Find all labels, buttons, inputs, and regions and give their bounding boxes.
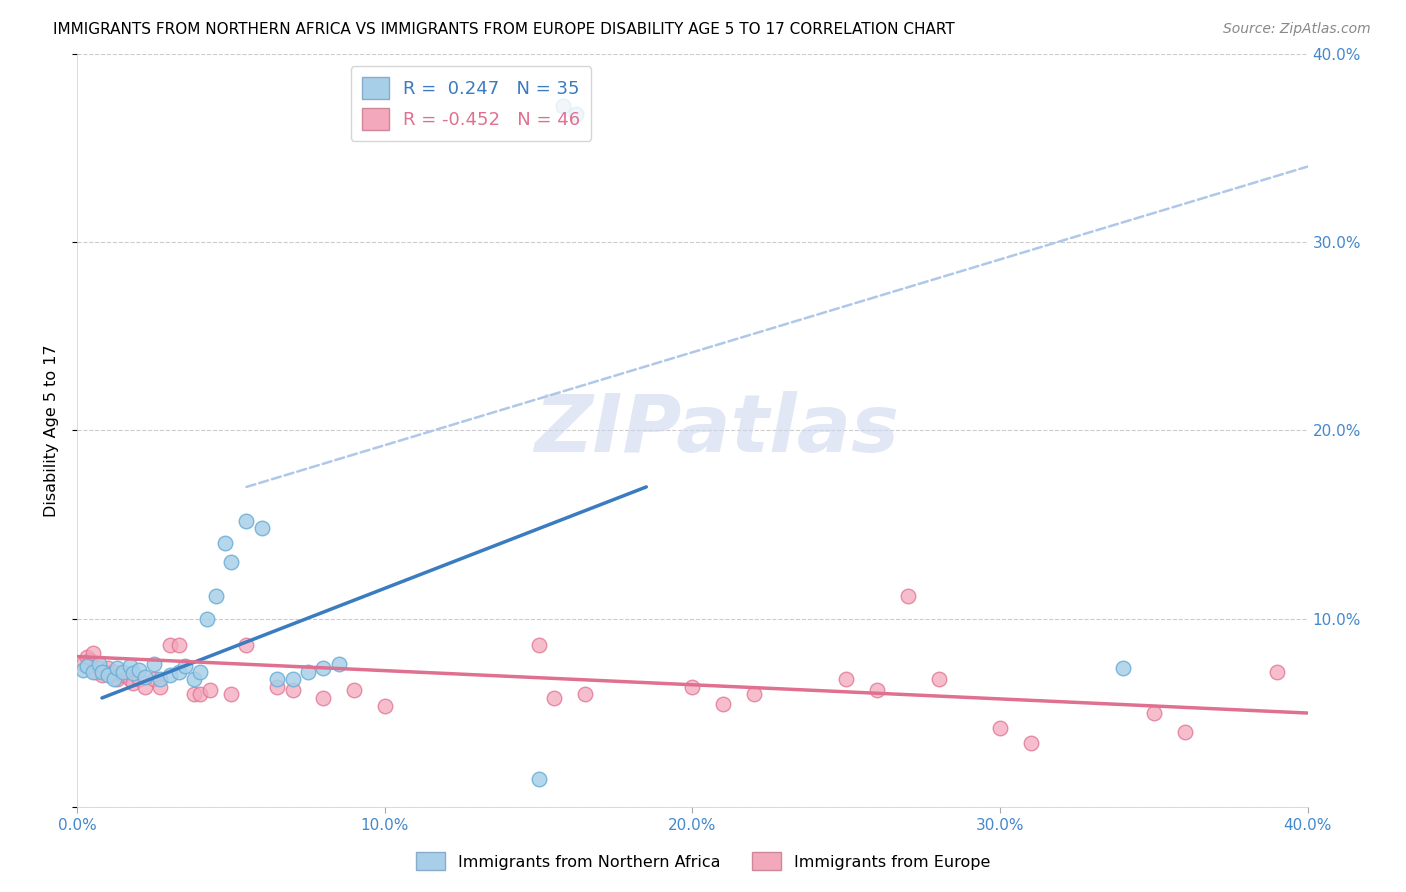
Point — [72, 663, 94, 677]
Point — [281, 683, 304, 698]
Point — [527, 772, 550, 786]
Point — [72, 657, 94, 671]
Point — [1112, 661, 1135, 675]
Point — [149, 672, 172, 686]
Point — [928, 672, 950, 686]
Point — [100, 668, 122, 682]
Point — [1174, 724, 1197, 739]
Point — [79, 653, 101, 667]
Point — [84, 665, 107, 679]
Point — [711, 697, 734, 711]
Point — [188, 687, 212, 701]
Point — [159, 638, 181, 652]
Point — [82, 646, 104, 660]
Point — [266, 672, 288, 686]
Point — [76, 659, 98, 673]
Point — [97, 661, 120, 675]
Point — [87, 657, 110, 671]
Point — [143, 657, 166, 671]
Point — [159, 668, 181, 682]
Point — [312, 661, 335, 675]
Point — [1143, 706, 1166, 720]
Point — [121, 666, 143, 681]
Point — [250, 521, 273, 535]
Point — [134, 670, 156, 684]
Point — [183, 672, 205, 686]
Point — [82, 665, 104, 679]
Point — [281, 672, 304, 686]
Point — [553, 99, 575, 113]
Point — [112, 668, 135, 682]
Text: Source: ZipAtlas.com: Source: ZipAtlas.com — [1223, 22, 1371, 37]
Point — [118, 659, 141, 673]
Point — [866, 683, 889, 698]
Point — [343, 683, 366, 698]
Point — [112, 665, 135, 679]
Point — [94, 665, 117, 679]
Point — [214, 536, 236, 550]
Point — [564, 107, 586, 121]
Point — [219, 687, 242, 701]
Point — [121, 676, 143, 690]
Point — [90, 668, 114, 682]
Point — [328, 657, 350, 671]
Point — [134, 680, 156, 694]
Point — [118, 672, 141, 686]
Point — [1019, 736, 1042, 750]
Text: ZIPatlas: ZIPatlas — [534, 392, 900, 469]
Point — [188, 665, 212, 679]
Legend: R =  0.247   N = 35, R = -0.452   N = 46: R = 0.247 N = 35, R = -0.452 N = 46 — [352, 66, 591, 141]
Point — [1265, 665, 1288, 679]
Point — [105, 661, 128, 675]
Point — [235, 514, 257, 528]
Point — [183, 687, 205, 701]
Point — [128, 672, 150, 686]
Point — [167, 638, 190, 652]
Point — [266, 680, 288, 694]
Point — [988, 721, 1011, 735]
Point — [103, 665, 125, 679]
Point — [897, 589, 920, 603]
Point — [87, 661, 110, 675]
Legend: Immigrants from Northern Africa, Immigrants from Europe: Immigrants from Northern Africa, Immigra… — [409, 846, 997, 877]
Point — [682, 680, 704, 694]
Point — [374, 698, 396, 713]
Point — [574, 687, 596, 701]
Point — [149, 680, 172, 694]
Point — [90, 665, 114, 679]
Point — [174, 659, 197, 673]
Point — [143, 672, 166, 686]
Point — [195, 612, 218, 626]
Point — [219, 555, 242, 569]
Point — [835, 672, 858, 686]
Point — [204, 589, 226, 603]
Point — [198, 683, 221, 698]
Point — [742, 687, 765, 701]
Point — [76, 649, 98, 664]
Point — [128, 663, 150, 677]
Y-axis label: Disability Age 5 to 17: Disability Age 5 to 17 — [44, 344, 59, 516]
Point — [543, 690, 565, 705]
Point — [235, 638, 257, 652]
Point — [297, 665, 319, 679]
Point — [103, 672, 125, 686]
Point — [527, 638, 550, 652]
Point — [312, 690, 335, 705]
Point — [167, 665, 190, 679]
Text: IMMIGRANTS FROM NORTHERN AFRICA VS IMMIGRANTS FROM EUROPE DISABILITY AGE 5 TO 17: IMMIGRANTS FROM NORTHERN AFRICA VS IMMIG… — [53, 22, 955, 37]
Point — [97, 668, 120, 682]
Point — [105, 672, 128, 686]
